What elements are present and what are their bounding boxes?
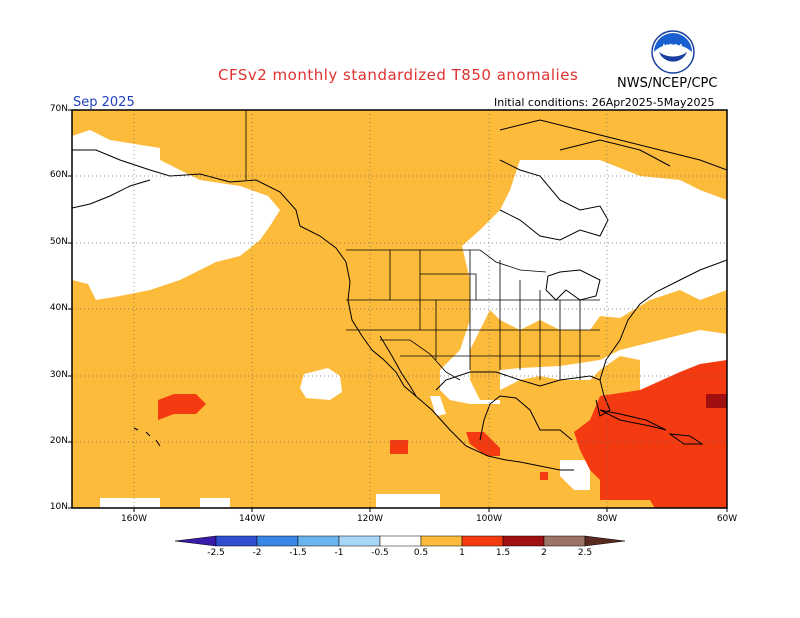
lon-label: 160W — [120, 514, 148, 524]
lat-label: 10N — [49, 502, 68, 512]
lat-label: 30N — [49, 370, 68, 380]
forecast-month: Sep 2025 — [73, 95, 135, 110]
colorbar-cell — [461, 535, 504, 547]
lat-label: 70N — [49, 104, 68, 114]
colorbar-label: 1.5 — [495, 548, 511, 558]
lon-label: 120W — [356, 514, 384, 524]
map-title: CFSv2 monthly standardized T850 anomalie… — [218, 66, 579, 84]
lat-label: 50N — [49, 237, 68, 247]
logo-text: NOAA — [663, 44, 684, 51]
colorbar-cell — [502, 535, 545, 547]
colorbar-cell — [215, 535, 258, 547]
colorbar-label: 0.5 — [413, 548, 429, 558]
colorbar-cell — [420, 535, 463, 547]
initial-conditions: Initial conditions: 26Apr2025-5May2025 — [494, 96, 715, 109]
colorbar-cell — [543, 535, 586, 547]
lon-label: 140W — [238, 514, 266, 524]
lat-label: 20N — [49, 436, 68, 446]
lat-label: 40N — [49, 303, 68, 313]
colorbar-cell — [584, 535, 626, 547]
colorbar-label: 2.5 — [577, 548, 593, 558]
colorbar — [174, 535, 626, 547]
agency-label: NWS/NCEP/CPC — [617, 76, 718, 91]
red-regions — [158, 360, 727, 508]
colorbar-label: -2.5 — [207, 548, 225, 558]
lon-label: 80W — [596, 514, 618, 524]
darkred-regions — [706, 394, 727, 408]
borders — [245, 110, 600, 381]
colorbar-cell — [297, 535, 340, 547]
colorbar-label: 1 — [459, 548, 465, 558]
noaa-logo: NOAA — [651, 30, 695, 74]
lat-label: 60N — [49, 170, 68, 180]
colorbar-cell — [174, 535, 217, 547]
lon-label: 60W — [716, 514, 738, 524]
lon-label: 100W — [475, 514, 503, 524]
colorbar-label: -1 — [334, 548, 344, 558]
colorbar-label: -1.5 — [289, 548, 307, 558]
colorbar-cell — [379, 535, 422, 547]
colorbar-label: -2 — [252, 548, 262, 558]
colorbar-label: -0.5 — [371, 548, 389, 558]
colorbar-label: 2 — [541, 548, 547, 558]
colorbar-cell — [338, 535, 381, 547]
colorbar-cell — [256, 535, 299, 547]
